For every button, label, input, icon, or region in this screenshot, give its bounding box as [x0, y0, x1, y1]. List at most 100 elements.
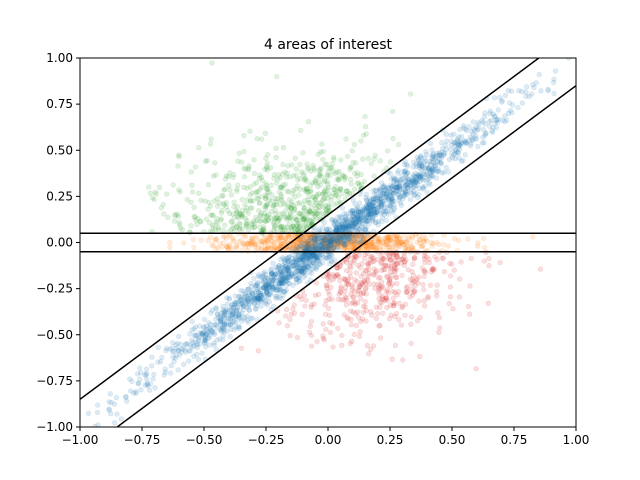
data-point — [306, 208, 313, 214]
data-point — [343, 297, 350, 304]
data-point — [324, 285, 330, 291]
data-point — [324, 207, 330, 214]
data-point — [551, 76, 557, 82]
data-point — [114, 411, 120, 417]
data-point — [380, 239, 386, 245]
data-point — [395, 239, 402, 245]
data-point — [260, 239, 266, 245]
data-point — [401, 262, 407, 269]
data-point — [402, 301, 408, 307]
data-point — [387, 257, 393, 263]
data-point — [256, 200, 263, 206]
data-point — [326, 244, 332, 250]
data-point — [162, 366, 168, 372]
data-point — [314, 215, 320, 222]
data-point — [329, 321, 336, 327]
data-point — [297, 186, 303, 192]
data-point — [387, 202, 393, 209]
data-point — [371, 281, 377, 287]
data-point — [223, 235, 230, 242]
data-point — [371, 156, 377, 162]
data-point — [347, 274, 354, 280]
data-point — [338, 237, 344, 244]
data-point — [312, 177, 318, 184]
data-point — [189, 182, 195, 189]
data-point — [241, 184, 247, 191]
data-point — [470, 119, 476, 125]
data-point — [348, 316, 354, 322]
data-point — [224, 301, 231, 307]
data-point — [341, 242, 348, 249]
data-point — [335, 244, 341, 250]
data-point — [370, 244, 377, 250]
data-point — [107, 391, 114, 397]
data-point — [235, 324, 242, 330]
data-point — [304, 210, 311, 217]
data-point — [168, 363, 175, 369]
data-point — [398, 202, 405, 209]
data-point — [317, 200, 323, 207]
data-point — [358, 138, 364, 144]
data-point — [413, 161, 419, 167]
data-point — [151, 196, 158, 203]
data-point — [385, 290, 392, 296]
data-point — [247, 205, 254, 211]
data-point — [363, 267, 370, 273]
data-point — [354, 173, 360, 179]
data-point — [325, 305, 332, 312]
data-point — [379, 279, 385, 285]
data-point — [303, 297, 309, 304]
data-point — [293, 276, 300, 282]
data-point — [312, 214, 318, 220]
data-point — [393, 239, 400, 246]
data-point — [292, 214, 298, 221]
data-point — [393, 237, 400, 243]
data-point — [387, 257, 394, 263]
data-point — [367, 256, 373, 262]
data-point — [325, 206, 331, 213]
data-point — [424, 254, 430, 260]
data-point — [358, 273, 364, 279]
data-point — [305, 197, 311, 203]
data-point — [383, 294, 389, 301]
data-point — [365, 266, 372, 272]
data-point — [302, 175, 309, 181]
data-point — [418, 243, 425, 250]
data-point — [445, 243, 451, 249]
data-point — [401, 254, 407, 260]
data-point — [350, 244, 356, 251]
data-point — [296, 245, 302, 251]
data-point — [336, 243, 342, 250]
data-point — [291, 208, 297, 214]
data-point — [181, 361, 187, 367]
data-point — [437, 325, 443, 331]
data-point — [290, 223, 296, 230]
data-point — [440, 241, 447, 248]
data-point — [345, 234, 351, 241]
data-point — [358, 291, 364, 297]
data-point — [363, 281, 369, 287]
data-point — [196, 144, 202, 151]
data-point — [134, 371, 141, 377]
data-point — [300, 216, 306, 223]
data-point — [310, 243, 316, 249]
data-point — [152, 189, 158, 195]
data-point — [183, 349, 189, 355]
data-point — [207, 203, 214, 209]
data-point — [291, 310, 298, 316]
data-point — [252, 220, 258, 226]
data-point — [336, 239, 342, 246]
data-point — [383, 241, 389, 248]
data-point — [326, 201, 332, 208]
data-point — [230, 211, 236, 217]
data-point — [355, 180, 361, 186]
data-point — [362, 298, 368, 305]
data-point — [296, 223, 302, 230]
data-point — [149, 363, 155, 369]
data-point — [350, 197, 356, 203]
data-point — [225, 245, 231, 252]
data-point — [324, 172, 331, 178]
data-point — [481, 245, 488, 251]
data-point — [393, 274, 399, 280]
data-point — [241, 165, 247, 171]
